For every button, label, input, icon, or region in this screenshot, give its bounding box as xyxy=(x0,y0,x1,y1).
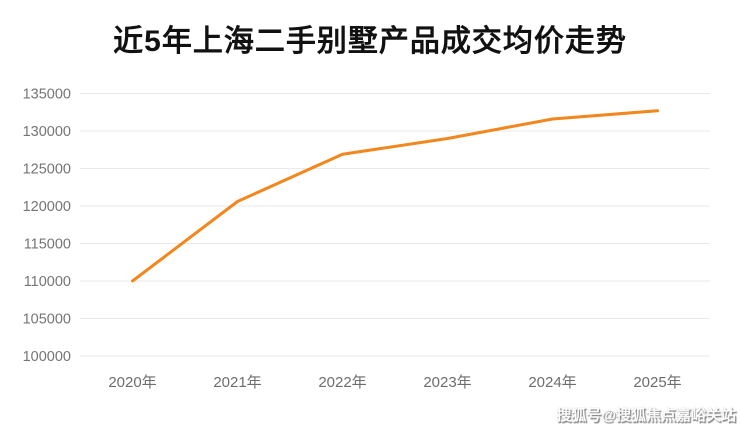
y-axis-tick-label: 130000 xyxy=(23,124,71,140)
x-axis-tick-label: 2023年 xyxy=(423,374,471,391)
x-axis-tick-label: 2021年 xyxy=(213,374,261,391)
y-axis-tick-label: 115000 xyxy=(24,237,71,253)
x-axis-tick-label: 2020年 xyxy=(108,374,156,391)
y-axis-tick-label: 100000 xyxy=(23,349,71,365)
y-axis-tick-label: 120000 xyxy=(23,199,71,215)
watermark: 搜狐号@搜狐焦点嘉峪关站 xyxy=(556,407,736,424)
x-axis-tick-label: 2024年 xyxy=(528,374,576,391)
y-axis-tick-label: 125000 xyxy=(23,162,71,178)
y-axis-tick-label: 135000 xyxy=(23,87,71,103)
x-axis-tick-label: 2022年 xyxy=(318,374,366,391)
price-trend-line xyxy=(131,109,659,283)
y-axis-tick-label: 105000 xyxy=(23,312,71,328)
y-axis-tick-label: 110000 xyxy=(24,274,71,290)
chart-title: 近5年上海二手别墅产品成交均价走势 xyxy=(113,25,627,58)
x-axis-tick-label: 2025年 xyxy=(633,374,681,391)
